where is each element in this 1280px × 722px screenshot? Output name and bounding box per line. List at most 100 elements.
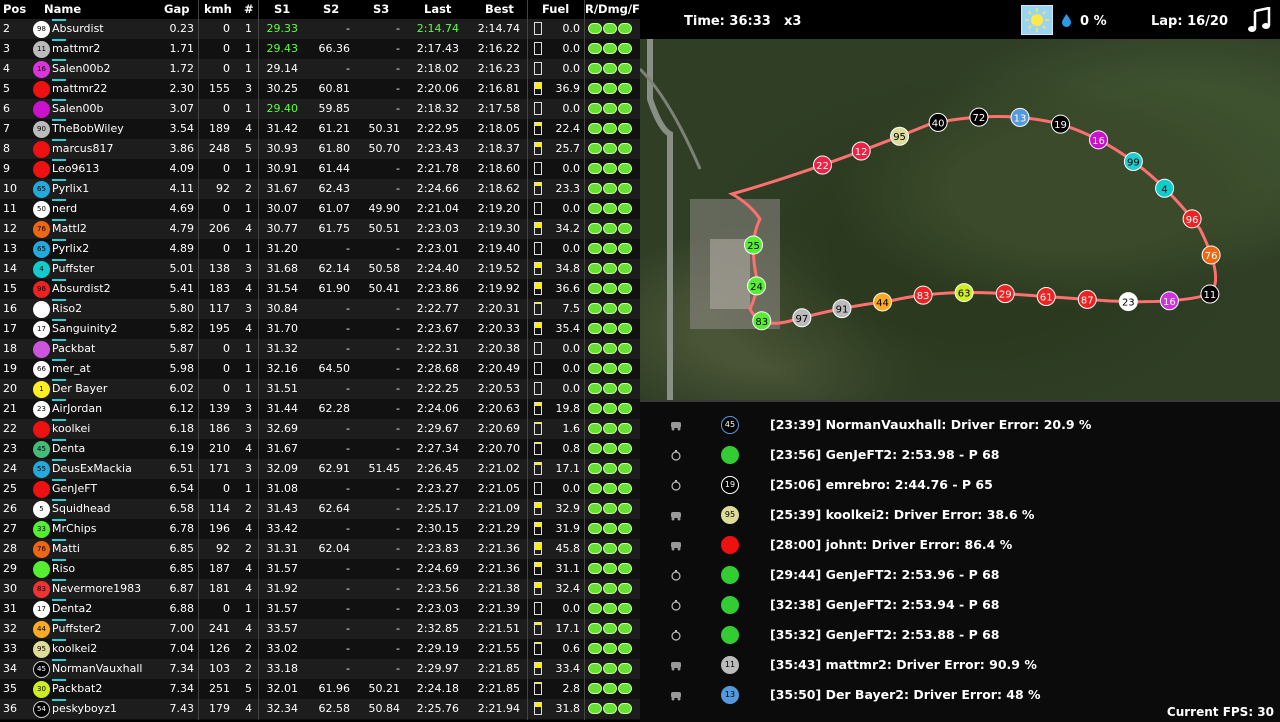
driver-name[interactable]: koolkei <box>52 422 91 435</box>
col-last-header[interactable]: Last <box>424 2 452 16</box>
table-row[interactable]: 14 4 Puffster 5.01 138 3 31.68 62.14 50.58 2:24.4… <box>0 259 640 279</box>
music-note-icon[interactable] <box>1248 6 1272 36</box>
car-marker[interactable]: 22 <box>813 155 833 175</box>
car-marker[interactable]: 97 <box>792 308 812 328</box>
table-row[interactable]: 13 65 Pyrlix2 4.89 0 1 31.20 - - 2:23.01 2:19.40 0.… <box>0 239 640 259</box>
table-row[interactable]: 16 Riso2 5.80 117 3 30.84 - - 2:22.77 2:20.31 7.5 <box>0 299 640 319</box>
car-marker[interactable]: 40 <box>928 112 948 132</box>
driver-name[interactable]: marcus817 <box>52 142 114 155</box>
car-marker[interactable]: 87 <box>1077 289 1097 309</box>
driver-name[interactable]: Packbat2 <box>52 682 103 695</box>
driver-name[interactable]: Squidhead <box>52 502 111 515</box>
table-row[interactable]: 26 5 Squidhead 6.58 114 2 31.43 62.64 - 2:25.17 2:… <box>0 499 640 519</box>
table-row[interactable]: 30 83 Nevermore1983 6.87 181 4 31.92 - - 2:23.56 2… <box>0 579 640 599</box>
table-row[interactable]: 22 koolkei 6.18 186 3 32.69 - - 2:29.67 2:20.69 1.… <box>0 419 640 439</box>
car-marker[interactable]: 95 <box>890 126 910 146</box>
table-row[interactable]: 28 76 Matti 6.85 92 2 31.31 62.04 - 2:23.83 2:21.3… <box>0 539 640 559</box>
driver-name[interactable]: Pyrlix2 <box>52 242 90 255</box>
driver-name[interactable]: GenJeFT <box>52 482 98 495</box>
driver-name[interactable]: mer_at <box>52 362 91 375</box>
driver-name[interactable]: NormanVauxhall <box>52 662 143 675</box>
driver-name[interactable]: Packbat <box>52 342 96 355</box>
car-marker[interactable]: 61 <box>1036 287 1056 307</box>
col-fuel-header[interactable]: Fuel <box>542 2 570 16</box>
driver-name[interactable]: Der Bayer <box>52 382 108 395</box>
table-row[interactable]: 11 50 nerd 4.69 0 1 30.07 61.07 49.90 2:21.04 2:19… <box>0 199 640 219</box>
table-row[interactable]: 25 GenJeFT 6.54 0 1 31.08 - - 2:23.27 2:21.05 0.0 <box>0 479 640 499</box>
car-marker[interactable]: 23 <box>1118 292 1138 312</box>
driver-name[interactable]: mattmr2 <box>52 42 101 55</box>
table-row[interactable]: 32 44 Puffster2 7.00 241 4 33.57 - - 2:32.85 2:21.… <box>0 619 640 639</box>
col-s3-header[interactable]: S3 <box>373 2 390 16</box>
driver-name[interactable]: Riso2 <box>52 302 83 315</box>
car-marker[interactable]: 44 <box>873 292 893 312</box>
driver-name[interactable]: Nevermore1983 <box>52 582 142 595</box>
driver-name[interactable]: Denta2 <box>52 602 93 615</box>
driver-name[interactable]: Puffster2 <box>52 622 102 635</box>
table-row[interactable]: 10 65 Pyrlix1 4.11 92 2 31.67 62.43 - 2:24.66 2:18… <box>0 179 640 199</box>
driver-name[interactable]: Riso <box>52 562 76 575</box>
col-s2-header[interactable]: S2 <box>323 2 340 16</box>
driver-name[interactable]: mattmr22 <box>52 82 108 95</box>
car-marker[interactable]: 96 <box>1182 209 1202 229</box>
table-row[interactable]: 3 11 mattmr2 1.71 0 1 29.43 66.36 - 2:17.43 2:16.2… <box>0 39 640 59</box>
table-row[interactable]: 6 Salen00b 3.07 0 1 29.40 59.85 - 2:18.32 2:17.58… <box>0 99 640 119</box>
col-best-header[interactable]: Best <box>485 2 514 16</box>
driver-name[interactable]: nerd <box>52 202 78 215</box>
driver-name[interactable]: Sanguinity2 <box>52 322 118 335</box>
col-gap-header[interactable]: Gap <box>164 2 190 16</box>
car-marker[interactable]: 83 <box>913 285 933 305</box>
table-row[interactable]: 29 Riso 6.85 187 4 31.57 - - 2:24.69 2:21.36 31.1 <box>0 559 640 579</box>
driver-name[interactable]: Absurdist2 <box>52 282 111 295</box>
col-s1-header[interactable]: S1 <box>274 2 291 16</box>
table-row[interactable]: 2 98 Absurdist 0.23 0 1 29.33 - - 2:14.74 2:14.74 0… <box>0 19 640 39</box>
table-row[interactable]: 5 mattmr22 2.30 155 3 30.25 60.81 - 2:20.06 2:16.… <box>0 79 640 99</box>
table-row[interactable]: 27 33 MrChips 6.78 196 4 33.42 - - 2:30.15 2:21.29… <box>0 519 640 539</box>
table-row[interactable]: 18 Packbat 5.87 0 1 31.32 - - 2:22.31 2:20.38 0.0 <box>0 339 640 359</box>
driver-name[interactable]: koolkei2 <box>52 642 98 655</box>
table-row[interactable]: 9 Leo9613 4.09 0 1 30.91 61.44 - 2:21.78 2:18.60 0… <box>0 159 640 179</box>
table-row[interactable]: 34 45 NormanVauxhall 7.34 103 2 33.18 - - 2:29.97… <box>0 659 640 679</box>
driver-name[interactable]: Absurdist <box>52 22 104 35</box>
driver-name[interactable]: Mattl2 <box>52 222 87 235</box>
table-row[interactable]: 8 marcus817 3.86 248 5 30.93 61.80 50.70 2:23.43… <box>0 139 640 159</box>
col-pos-header[interactable]: Pos <box>3 2 27 16</box>
table-row[interactable]: 20 1 Der Bayer 6.02 0 1 31.51- -2:22.25 2:20.53 0… <box>0 379 640 399</box>
time-multiplier[interactable]: x3 <box>784 14 802 29</box>
table-row[interactable]: 12 76 Mattl2 4.79 206 4 30.77 61.75 50.51 2:23.03… <box>0 219 640 239</box>
car-marker[interactable]: 16 <box>1089 130 1109 150</box>
col-kmh-header[interactable]: kmh <box>204 2 232 16</box>
car-marker[interactable]: 25 <box>743 235 763 255</box>
driver-name[interactable]: Puffster <box>52 262 95 275</box>
driver-name[interactable]: Matti <box>52 542 80 555</box>
table-row[interactable]: 21 23 AirJordan 6.12 139 3 31.44 62.28 - 2:24.06 2… <box>0 399 640 419</box>
driver-name[interactable]: AirJordan <box>52 402 103 415</box>
car-marker[interactable]: 19 <box>1051 114 1071 134</box>
car-marker[interactable]: 13 <box>1010 107 1030 127</box>
driver-name[interactable]: MrChips <box>52 522 97 535</box>
track-map[interactable]: 22 12 95 40 72 13 19 16 99 4 96 76 11 16 23 87 61 29 63 83 4… <box>640 39 1280 400</box>
table-row[interactable]: 23 45 Denta 6.19 210 4 31.67 - - 2:27.34 2:20.70 0.… <box>0 439 640 459</box>
car-marker[interactable]: 91 <box>832 299 852 319</box>
car-marker[interactable]: 76 <box>1201 245 1221 265</box>
table-row[interactable]: 35 30 Packbat2 7.34 251 5 32.01 61.96 50.21 2:24.… <box>0 679 640 699</box>
driver-name[interactable]: TheBobWiley <box>52 122 124 135</box>
table-row[interactable]: 36 54 peskyboyz1 7.43 179 4 32.34 62.58 50.84 2:2… <box>0 699 640 719</box>
driver-name[interactable]: Pyrlix1 <box>52 182 90 195</box>
car-marker[interactable]: 99 <box>1123 152 1143 172</box>
table-row[interactable]: 15 96 Absurdist2 5.41 183 4 31.54 61.90 50.41 2:2… <box>0 279 640 299</box>
table-row[interactable]: 19 66 mer_at 5.98 0 1 32.16 64.50 - 2:28.68 2:20.4… <box>0 359 640 379</box>
table-row[interactable]: 4 16 Salen00b2 1.72 0 1 29.14 - - 2:18.02 2:16.23 0… <box>0 59 640 79</box>
driver-name[interactable]: Salen00b <box>52 102 104 115</box>
car-marker[interactable]: 24 <box>747 276 767 296</box>
driver-name[interactable]: peskyboyz1 <box>52 702 117 715</box>
car-marker[interactable]: 72 <box>969 107 989 127</box>
driver-name[interactable]: Denta <box>52 442 86 455</box>
car-marker[interactable]: 63 <box>954 283 974 303</box>
driver-name[interactable]: Salen00b2 <box>52 62 111 75</box>
col-rdmg-header[interactable]: R/Dmg/F <box>585 2 640 16</box>
car-marker[interactable]: 29 <box>995 284 1015 304</box>
col-lap-header[interactable]: # <box>244 2 254 16</box>
col-name-header[interactable]: Name <box>44 2 82 16</box>
table-row[interactable]: 7 90 TheBobWiley 3.54 189 4 31.42 61.21 50.31 2:2… <box>0 119 640 139</box>
